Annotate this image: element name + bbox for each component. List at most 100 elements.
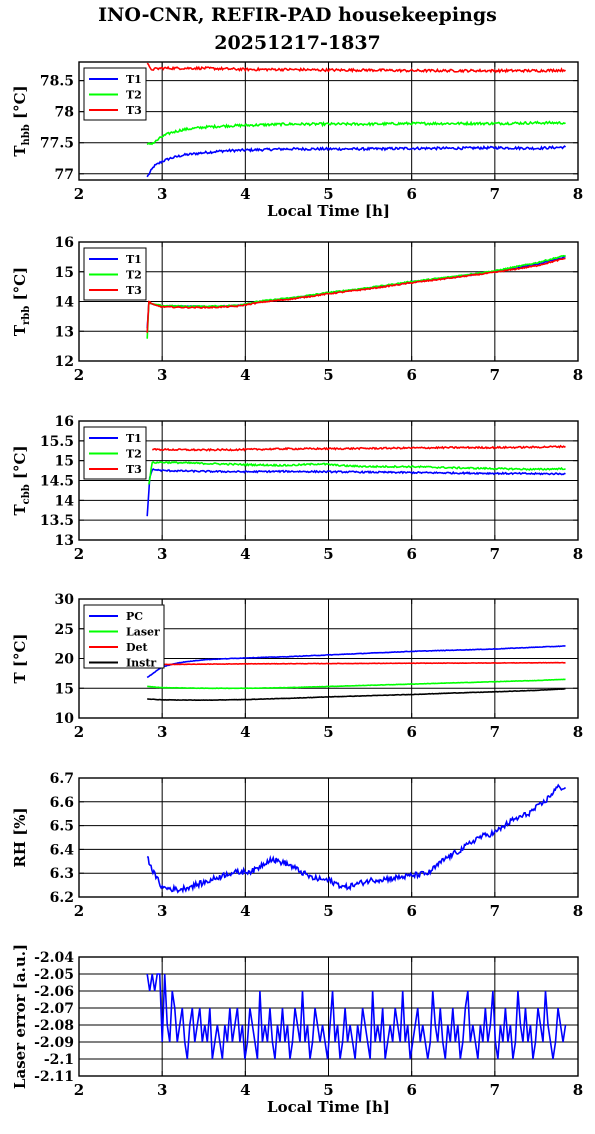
x-tick-label: 6 bbox=[406, 185, 416, 203]
series-line-laser bbox=[147, 678, 566, 690]
chart-panel-5: 2 3 4 5 6 7 8 6.2 6.3 6.4 6.5 6.6 6.7 RH [%] bbox=[11, 771, 583, 920]
legend-label: Instr bbox=[126, 657, 156, 670]
x-tick-label: 7 bbox=[490, 902, 500, 920]
y-tick-label: 6.5 bbox=[50, 819, 74, 835]
y-tick-label: 15.5 bbox=[40, 434, 74, 450]
chart-panel-4: 2 3 4 5 6 7 8 10 15 20 25 30 T [°C] PC Laser Det Instr bbox=[11, 592, 583, 741]
x-tick-label: 4 bbox=[240, 545, 250, 563]
x-tick-label: 8 bbox=[573, 902, 583, 920]
legend-label: Laser bbox=[126, 626, 160, 639]
x-tick-label: 3 bbox=[157, 185, 167, 203]
x-tick-label: 2 bbox=[74, 1081, 84, 1099]
legend-label: Det bbox=[126, 641, 149, 654]
series-line-t1 bbox=[146, 467, 566, 517]
y-tick-label: 10 bbox=[55, 711, 75, 727]
series-line-t2 bbox=[148, 460, 566, 485]
legend-label: T2 bbox=[126, 89, 142, 102]
y-tick-label: 15 bbox=[55, 454, 74, 470]
y-tick-label: 14 bbox=[55, 295, 75, 311]
series-line-pc bbox=[146, 645, 566, 679]
legend-label: T3 bbox=[126, 463, 142, 476]
y-tick-label: 78.5 bbox=[40, 74, 74, 90]
series-line-data bbox=[146, 973, 567, 1060]
x-tick-label: 4 bbox=[240, 902, 250, 920]
x-tick-label: 5 bbox=[323, 366, 333, 384]
x-tick-label: 5 bbox=[323, 1081, 333, 1099]
x-tick-label: 2 bbox=[74, 545, 84, 563]
y-tick-label: 6.7 bbox=[50, 771, 74, 787]
y-tick-label: -2.11 bbox=[34, 1069, 74, 1085]
x-tick-label: 5 bbox=[323, 723, 333, 741]
legend-label: T2 bbox=[126, 448, 142, 461]
x-tick-label: 6 bbox=[406, 545, 416, 563]
y-axis-label: RH [%] bbox=[11, 807, 29, 867]
y-tick-label: 78 bbox=[55, 105, 74, 121]
y-tick-label: 6.3 bbox=[50, 866, 74, 882]
x-tick-label: 4 bbox=[240, 185, 250, 203]
series-line-instr bbox=[147, 687, 566, 702]
x-tick-label: 6 bbox=[406, 366, 416, 384]
x-tick-label: 7 bbox=[490, 1081, 500, 1099]
y-tick-label: -2.07 bbox=[34, 1001, 74, 1017]
y-tick-label: 13 bbox=[55, 533, 74, 549]
y-tick-label: 30 bbox=[55, 592, 75, 608]
y-tick-label: -2.1 bbox=[44, 1052, 74, 1068]
x-tick-label: 5 bbox=[323, 902, 333, 920]
series-line-t2 bbox=[146, 254, 566, 339]
figure-subtitle: 20251217-1837 bbox=[214, 32, 381, 54]
y-tick-label: -2.06 bbox=[34, 984, 74, 1000]
y-tick-label: 14 bbox=[55, 493, 75, 509]
x-tick-label: 4 bbox=[240, 1081, 250, 1099]
x-tick-label: 7 bbox=[490, 545, 500, 563]
x-tick-label: 2 bbox=[74, 185, 84, 203]
x-tick-label: 3 bbox=[157, 1081, 167, 1099]
y-tick-label: 12 bbox=[55, 354, 74, 370]
y-tick-label: 77 bbox=[55, 167, 74, 183]
x-tick-label: 7 bbox=[490, 185, 500, 203]
x-tick-label: 7 bbox=[490, 723, 500, 741]
series-line-t3 bbox=[146, 62, 567, 74]
legend-label: T1 bbox=[126, 253, 142, 266]
series-line-t2 bbox=[146, 120, 566, 146]
y-tick-label: -2.04 bbox=[34, 950, 74, 966]
x-tick-label: 4 bbox=[240, 366, 250, 384]
y-tick-label: 13 bbox=[55, 324, 74, 340]
x-tick-label: 3 bbox=[157, 902, 167, 920]
series-line-t3 bbox=[146, 257, 566, 333]
y-tick-label: 25 bbox=[55, 622, 74, 638]
x-tick-label: 8 bbox=[573, 545, 583, 563]
y-axis-label: Tcbb [°C] bbox=[11, 445, 32, 515]
series-line-det bbox=[157, 661, 566, 666]
x-tick-label: 7 bbox=[490, 366, 500, 384]
legend-label: PC bbox=[126, 610, 143, 623]
x-tick-label: 8 bbox=[573, 366, 583, 384]
y-tick-label: 15 bbox=[55, 265, 74, 281]
y-tick-label: 14.5 bbox=[40, 474, 74, 490]
y-tick-label: 6.4 bbox=[50, 842, 75, 858]
figure-title: INO-CNR, REFIR-PAD housekeepings bbox=[98, 4, 497, 26]
series-line-t1 bbox=[146, 255, 566, 329]
x-tick-label: 3 bbox=[157, 545, 167, 563]
y-tick-label: 77.5 bbox=[40, 136, 74, 152]
chart-panel-6: 2 3 4 5 6 7 8-2.11-2.1-2.09-2.08-2.07-2.06-2.0… bbox=[11, 944, 583, 1116]
series-line-data bbox=[146, 783, 567, 894]
x-tick-label: 5 bbox=[323, 545, 333, 563]
x-tick-label: 6 bbox=[406, 1081, 416, 1099]
x-tick-label: 6 bbox=[406, 723, 416, 741]
y-axis-label: Laser error [a.u.] bbox=[11, 944, 29, 1089]
x-tick-label: 3 bbox=[157, 723, 167, 741]
x-tick-label: 8 bbox=[573, 723, 583, 741]
x-tick-label: 3 bbox=[157, 366, 167, 384]
x-tick-label: 6 bbox=[406, 902, 416, 920]
x-tick-label: 2 bbox=[74, 902, 84, 920]
legend-label: T3 bbox=[126, 284, 142, 297]
x-tick-label: 4 bbox=[240, 723, 250, 741]
y-tick-label: 13.5 bbox=[40, 513, 74, 529]
series-line-t1 bbox=[146, 144, 567, 178]
legend-label: T2 bbox=[126, 269, 142, 282]
x-tick-label: 2 bbox=[74, 366, 84, 384]
y-tick-label: 16 bbox=[55, 235, 74, 251]
y-tick-label: 6.6 bbox=[50, 795, 74, 811]
